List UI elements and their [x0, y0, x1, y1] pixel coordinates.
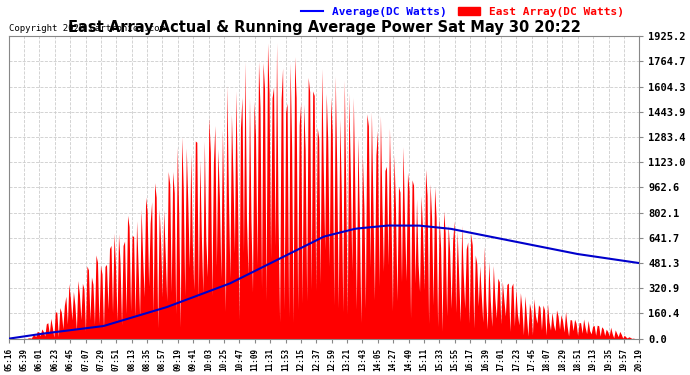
Legend: Average(DC Watts), East Array(DC Watts): Average(DC Watts), East Array(DC Watts): [297, 2, 629, 21]
Text: Copyright 2020 Cartronics.com: Copyright 2020 Cartronics.com: [9, 24, 164, 33]
Title: East Array Actual & Running Average Power Sat May 30 20:22: East Array Actual & Running Average Powe…: [68, 20, 580, 35]
